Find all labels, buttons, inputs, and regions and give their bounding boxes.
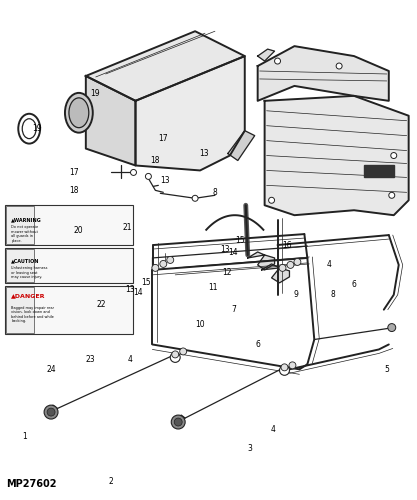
Polygon shape bbox=[248, 252, 274, 270]
Ellipse shape bbox=[18, 114, 40, 144]
Text: 8: 8 bbox=[212, 188, 217, 198]
Circle shape bbox=[146, 174, 151, 180]
Text: 4: 4 bbox=[127, 355, 132, 364]
Text: 18: 18 bbox=[69, 186, 79, 195]
Circle shape bbox=[391, 152, 397, 158]
Text: 15: 15 bbox=[141, 278, 151, 287]
Circle shape bbox=[171, 415, 185, 429]
Circle shape bbox=[160, 260, 167, 268]
Circle shape bbox=[294, 258, 301, 266]
Text: 13: 13 bbox=[200, 148, 209, 158]
Text: 14: 14 bbox=[228, 248, 237, 257]
Text: 3: 3 bbox=[247, 444, 252, 454]
Text: 15: 15 bbox=[235, 236, 244, 244]
Text: 12: 12 bbox=[222, 268, 232, 277]
Ellipse shape bbox=[69, 98, 89, 128]
Text: 8: 8 bbox=[330, 290, 335, 299]
Polygon shape bbox=[265, 96, 409, 215]
Text: 22: 22 bbox=[96, 300, 106, 309]
Polygon shape bbox=[258, 49, 274, 61]
Text: 21: 21 bbox=[123, 223, 133, 232]
Circle shape bbox=[47, 408, 55, 416]
Bar bbox=[5, 286, 133, 334]
Text: 14: 14 bbox=[133, 288, 143, 297]
Text: 4: 4 bbox=[326, 260, 331, 270]
Bar bbox=[364, 166, 394, 177]
Circle shape bbox=[281, 364, 288, 371]
Text: 19: 19 bbox=[90, 89, 99, 98]
Text: MP27602: MP27602 bbox=[6, 478, 57, 488]
Circle shape bbox=[44, 405, 58, 419]
Polygon shape bbox=[136, 56, 245, 170]
Ellipse shape bbox=[65, 93, 93, 132]
Circle shape bbox=[336, 63, 342, 69]
Circle shape bbox=[269, 198, 274, 203]
Text: 11: 11 bbox=[208, 283, 217, 292]
Text: 1: 1 bbox=[22, 432, 27, 441]
Text: ▲DANGER: ▲DANGER bbox=[11, 294, 46, 299]
Text: 6: 6 bbox=[256, 340, 261, 349]
Text: 6: 6 bbox=[351, 280, 356, 289]
Polygon shape bbox=[86, 76, 136, 166]
Text: ▲CAUTION: ▲CAUTION bbox=[11, 258, 40, 263]
Circle shape bbox=[279, 366, 289, 376]
Polygon shape bbox=[261, 264, 289, 283]
Circle shape bbox=[170, 352, 180, 362]
Circle shape bbox=[289, 362, 296, 369]
Polygon shape bbox=[258, 46, 389, 101]
Text: 9: 9 bbox=[293, 290, 298, 299]
Text: 2: 2 bbox=[109, 476, 113, 486]
Text: 7: 7 bbox=[231, 305, 236, 314]
Circle shape bbox=[172, 351, 179, 358]
Circle shape bbox=[180, 348, 187, 355]
Text: 13: 13 bbox=[220, 246, 230, 254]
Circle shape bbox=[388, 324, 396, 332]
Text: ▲WARNING: ▲WARNING bbox=[11, 217, 42, 222]
Text: 10: 10 bbox=[196, 320, 205, 329]
Bar bbox=[5, 205, 133, 245]
Bar bbox=[6, 287, 34, 333]
Text: Bagged may impair rear
vision, look down and
behind before and while
backing.: Bagged may impair rear vision, look down… bbox=[11, 306, 54, 324]
Circle shape bbox=[287, 262, 294, 268]
Text: 5: 5 bbox=[384, 365, 389, 374]
Text: 16: 16 bbox=[282, 240, 292, 250]
Text: 13: 13 bbox=[125, 286, 135, 294]
Circle shape bbox=[167, 256, 174, 264]
Ellipse shape bbox=[22, 118, 36, 139]
Text: 23: 23 bbox=[85, 355, 95, 364]
Text: 24: 24 bbox=[46, 365, 56, 374]
Polygon shape bbox=[86, 31, 245, 101]
Bar bbox=[5, 248, 133, 283]
Bar bbox=[6, 249, 34, 282]
Bar bbox=[6, 206, 34, 244]
Polygon shape bbox=[228, 130, 255, 160]
Circle shape bbox=[174, 418, 182, 426]
Text: 13: 13 bbox=[160, 176, 170, 185]
Circle shape bbox=[131, 170, 136, 175]
Circle shape bbox=[279, 264, 286, 272]
Circle shape bbox=[152, 264, 159, 272]
Circle shape bbox=[192, 196, 198, 202]
Circle shape bbox=[274, 58, 281, 64]
Text: 17: 17 bbox=[158, 134, 168, 142]
Text: 17: 17 bbox=[69, 168, 79, 177]
Text: 20: 20 bbox=[73, 226, 83, 234]
Text: 4: 4 bbox=[270, 424, 275, 434]
Text: Do not operate
mower without
all guards in
place.: Do not operate mower without all guards … bbox=[11, 225, 38, 243]
Text: Unfastening harness
or leaving seat
may cause injury.: Unfastening harness or leaving seat may … bbox=[11, 266, 48, 279]
Text: 19: 19 bbox=[32, 124, 41, 132]
Text: 18: 18 bbox=[150, 156, 159, 165]
Circle shape bbox=[389, 192, 395, 198]
